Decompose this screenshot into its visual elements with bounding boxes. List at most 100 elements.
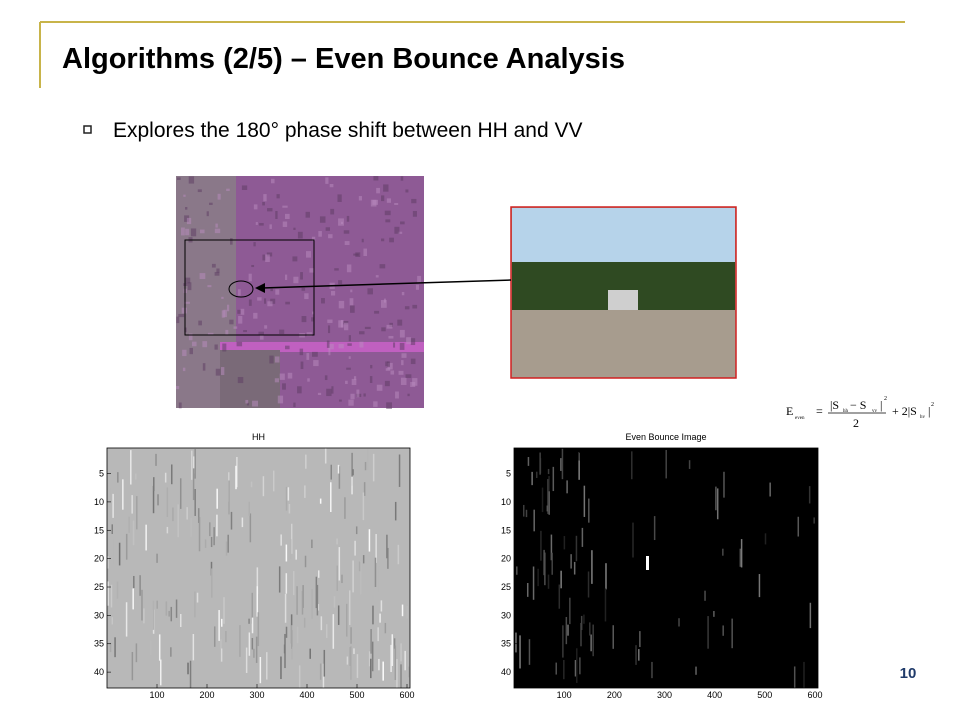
texture xyxy=(257,297,262,301)
texture xyxy=(110,584,113,608)
texture xyxy=(192,634,195,661)
texture xyxy=(185,206,188,210)
texture xyxy=(632,522,634,558)
texture xyxy=(111,524,114,534)
texture xyxy=(552,466,555,492)
texture xyxy=(301,591,304,615)
texture xyxy=(404,650,406,671)
texture xyxy=(319,663,322,680)
texture xyxy=(306,353,310,360)
texture xyxy=(239,625,241,657)
texture xyxy=(567,624,569,636)
texture xyxy=(327,325,331,334)
texture xyxy=(526,583,529,597)
texture xyxy=(381,195,385,202)
texture xyxy=(558,584,561,609)
texture xyxy=(317,604,320,611)
texture xyxy=(170,606,173,622)
texture xyxy=(394,226,400,234)
texture xyxy=(235,465,237,490)
texture xyxy=(132,588,134,610)
texture xyxy=(695,666,697,675)
texture xyxy=(262,201,265,206)
texture xyxy=(809,602,812,629)
texture xyxy=(252,400,259,407)
texture xyxy=(324,375,328,381)
sar-image xyxy=(176,176,424,409)
texture xyxy=(285,573,288,594)
texture xyxy=(351,452,353,486)
texture xyxy=(401,353,407,358)
texture xyxy=(547,479,549,514)
x-tick-label: 300 xyxy=(657,690,672,700)
texture xyxy=(282,205,288,208)
texture xyxy=(337,605,340,625)
texture xyxy=(579,657,581,675)
texture xyxy=(399,329,405,338)
texture xyxy=(297,231,303,239)
texture xyxy=(237,289,241,296)
texture xyxy=(372,605,374,625)
texture xyxy=(537,568,539,587)
texture xyxy=(226,188,230,192)
texture xyxy=(316,584,319,616)
texture xyxy=(293,276,299,284)
texture xyxy=(177,177,181,180)
texture xyxy=(190,517,192,537)
texture xyxy=(325,177,329,184)
texture xyxy=(555,662,557,675)
y-tick-label: 20 xyxy=(94,554,104,564)
texture xyxy=(731,618,733,649)
texture xyxy=(336,565,338,591)
texture xyxy=(256,567,259,594)
texture xyxy=(253,312,258,319)
texture xyxy=(284,593,287,623)
texture xyxy=(390,370,395,375)
texture xyxy=(407,393,410,397)
texture xyxy=(375,534,377,563)
texture xyxy=(740,539,743,568)
texture xyxy=(516,566,518,575)
texture xyxy=(113,538,115,565)
texture xyxy=(215,368,221,376)
texture xyxy=(186,507,188,520)
texture xyxy=(256,586,259,617)
texture xyxy=(363,393,366,397)
texture xyxy=(387,547,389,569)
texture xyxy=(122,479,124,510)
texture xyxy=(350,305,355,313)
texture xyxy=(373,176,379,181)
texture xyxy=(269,355,274,364)
texture xyxy=(363,482,366,496)
texture xyxy=(547,574,550,589)
texture xyxy=(165,601,168,616)
texture xyxy=(374,557,377,587)
texture xyxy=(193,456,195,474)
texture xyxy=(245,399,249,404)
texture xyxy=(328,348,331,356)
texture xyxy=(187,282,192,291)
texture xyxy=(358,196,362,201)
texture xyxy=(241,185,248,190)
texture xyxy=(175,599,178,618)
texture xyxy=(410,338,416,346)
texture xyxy=(194,489,196,516)
texture xyxy=(325,227,330,231)
texture xyxy=(207,285,212,288)
texture xyxy=(317,570,320,578)
texture xyxy=(156,600,158,609)
texture xyxy=(813,517,815,524)
texture xyxy=(587,571,590,598)
texture xyxy=(287,372,293,379)
texture xyxy=(257,612,260,647)
texture xyxy=(279,373,285,380)
texture xyxy=(221,310,225,318)
texture xyxy=(370,658,372,679)
texture xyxy=(328,343,334,350)
texture xyxy=(213,527,215,546)
bullet-text: Explores the 180° phase shift between HH… xyxy=(113,119,583,142)
texture xyxy=(330,464,333,480)
texture xyxy=(338,466,341,489)
texture xyxy=(539,452,541,475)
texture xyxy=(793,666,796,688)
